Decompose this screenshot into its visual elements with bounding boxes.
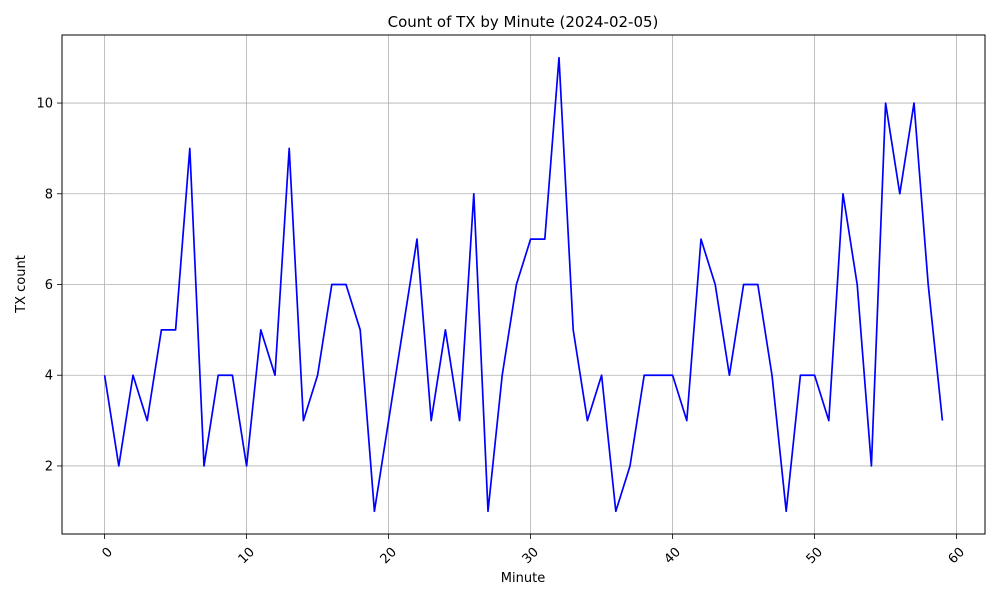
y-tick-label: 2 (45, 459, 53, 474)
x-tick-label: 10 (236, 545, 258, 567)
y-axis-label: TX count (14, 255, 29, 314)
y-tick-label: 10 (36, 97, 53, 112)
grid (62, 35, 985, 534)
x-tick-label: 0 (100, 545, 116, 561)
y-tick-label: 6 (45, 278, 53, 293)
series-layer (103, 56, 944, 513)
x-tick-label: 20 (378, 545, 400, 567)
series-line-0 (103, 56, 944, 513)
y-tick-label: 8 (45, 187, 53, 202)
chart-title: Count of TX by Minute (2024-02-05) (388, 13, 659, 31)
x-axis-label: Minute (501, 571, 545, 586)
x-tick-label: 60 (946, 545, 968, 567)
x-axis-ticks: 0 10 20 30 40 50 60 (100, 534, 968, 567)
y-axis-ticks: 2 4 6 8 10 (36, 97, 62, 474)
x-tick-label: 50 (804, 545, 826, 567)
y-tick-label: 4 (45, 369, 53, 384)
x-tick-label: 30 (520, 545, 542, 567)
x-tick-label: 40 (662, 545, 684, 567)
